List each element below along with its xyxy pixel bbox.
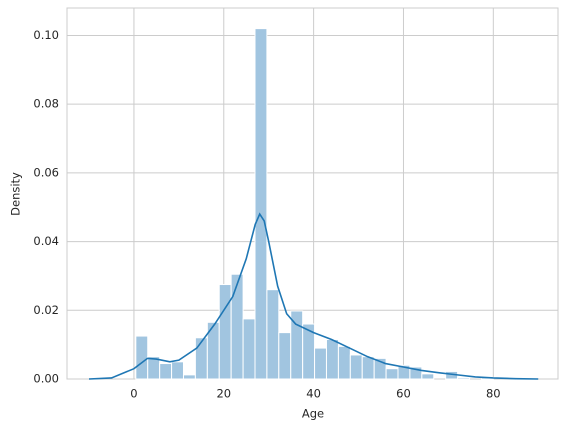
histogram-bar: [349, 354, 363, 380]
x-tick-label: 80: [486, 387, 501, 401]
histogram-bar: [194, 337, 208, 380]
plot-frame: [66, 7, 559, 380]
histogram-bar: [314, 347, 327, 380]
histogram-bar: [457, 377, 471, 380]
y-tick-label: 0.00: [33, 372, 59, 386]
histogram-bar: [266, 289, 280, 380]
y-tick-label: 0.06: [33, 165, 59, 179]
histogram-bar: [278, 332, 292, 380]
x-axis-label: Age: [302, 407, 324, 421]
y-tick-label: 0.02: [33, 303, 59, 317]
histogram-bar: [242, 318, 256, 380]
x-tick-label: 40: [306, 387, 321, 401]
y-tick-label: 0.10: [33, 28, 59, 42]
histogram-bar: [254, 28, 268, 380]
histogram-bar: [421, 373, 435, 380]
x-tick-label: 0: [130, 387, 137, 401]
histogram-bar: [159, 363, 173, 380]
y-tick-label: 0.04: [33, 234, 59, 248]
histogram-bar: [337, 345, 351, 380]
histogram-bar: [385, 368, 399, 380]
y-axis-label: Density: [9, 172, 23, 216]
histogram-bar: [409, 366, 423, 380]
histogram-bar: [218, 284, 232, 380]
histogram-bar: [230, 273, 244, 380]
histogram-bar: [182, 374, 196, 380]
y-tick-label: 0.08: [33, 97, 59, 111]
x-tick-label: 20: [216, 387, 231, 401]
histogram-bar: [135, 335, 149, 380]
histogram-bar: [325, 338, 339, 380]
histogram-bar: [171, 361, 184, 380]
histogram-bar: [361, 356, 375, 380]
x-tick-label: 60: [396, 387, 411, 401]
kde-line: [88, 212, 539, 380]
